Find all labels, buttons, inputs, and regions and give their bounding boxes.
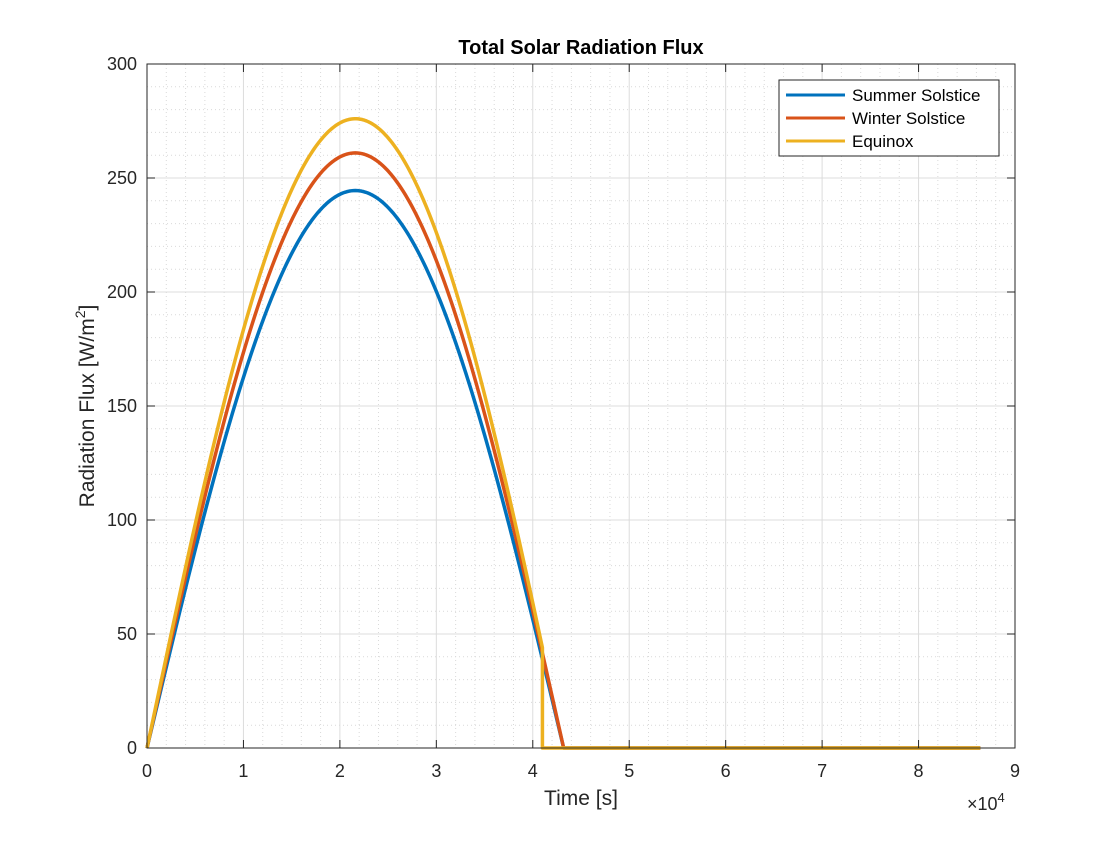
y-tick-label: 150	[107, 396, 137, 416]
x-tick-label: 4	[528, 761, 538, 781]
series-line-equinox	[145, 116, 981, 750]
x-tick-label: 2	[335, 761, 345, 781]
x-tick-label: 0	[142, 761, 152, 781]
y-axis-label-end: ]	[76, 305, 99, 311]
x-multiplier-base: ×10	[967, 794, 998, 814]
y-tick-label: 0	[127, 738, 137, 758]
y-axis-label-main: Radiation Flux [W/m	[76, 318, 99, 507]
x-tick-label: 3	[431, 761, 441, 781]
x-multiplier: ×104	[967, 790, 1005, 814]
legend-label-equinox: Equinox	[852, 132, 914, 151]
y-tick-label: 100	[107, 510, 137, 530]
series-line-winter-solstice	[145, 151, 981, 750]
y-axis-label-sup: 2	[72, 310, 88, 318]
legend: Summer Solstice Winter Solstice Equinox	[778, 79, 1000, 157]
legend-label-winter: Winter Solstice	[852, 109, 965, 128]
tick-marks	[146, 63, 1016, 749]
x-tick-label: 7	[817, 761, 827, 781]
tick-labels: 0 1 2 3 4 5 6 7 8 9 0 50 100 150 200 250 300	[107, 54, 1020, 781]
y-tick-label: 50	[117, 624, 137, 644]
x-axis-label: Time [s]	[544, 787, 618, 810]
x-tick-label: 6	[721, 761, 731, 781]
x-tick-label: 5	[624, 761, 634, 781]
chart-title: Total Solar Radiation Flux	[458, 37, 703, 59]
y-tick-label: 200	[107, 282, 137, 302]
series-line-summer-solstice	[145, 188, 981, 750]
legend-label-summer: Summer Solstice	[852, 86, 980, 105]
y-axis-label: Radiation Flux [W/m2]	[72, 305, 99, 508]
y-tick-label: 300	[107, 54, 137, 74]
x-tick-label: 9	[1010, 761, 1020, 781]
minor-grid	[147, 64, 1015, 748]
x-tick-label: 8	[914, 761, 924, 781]
y-tick-label: 250	[107, 168, 137, 188]
series-layer	[145, 116, 981, 750]
x-multiplier-exp: 4	[998, 790, 1005, 805]
x-tick-label: 1	[238, 761, 248, 781]
